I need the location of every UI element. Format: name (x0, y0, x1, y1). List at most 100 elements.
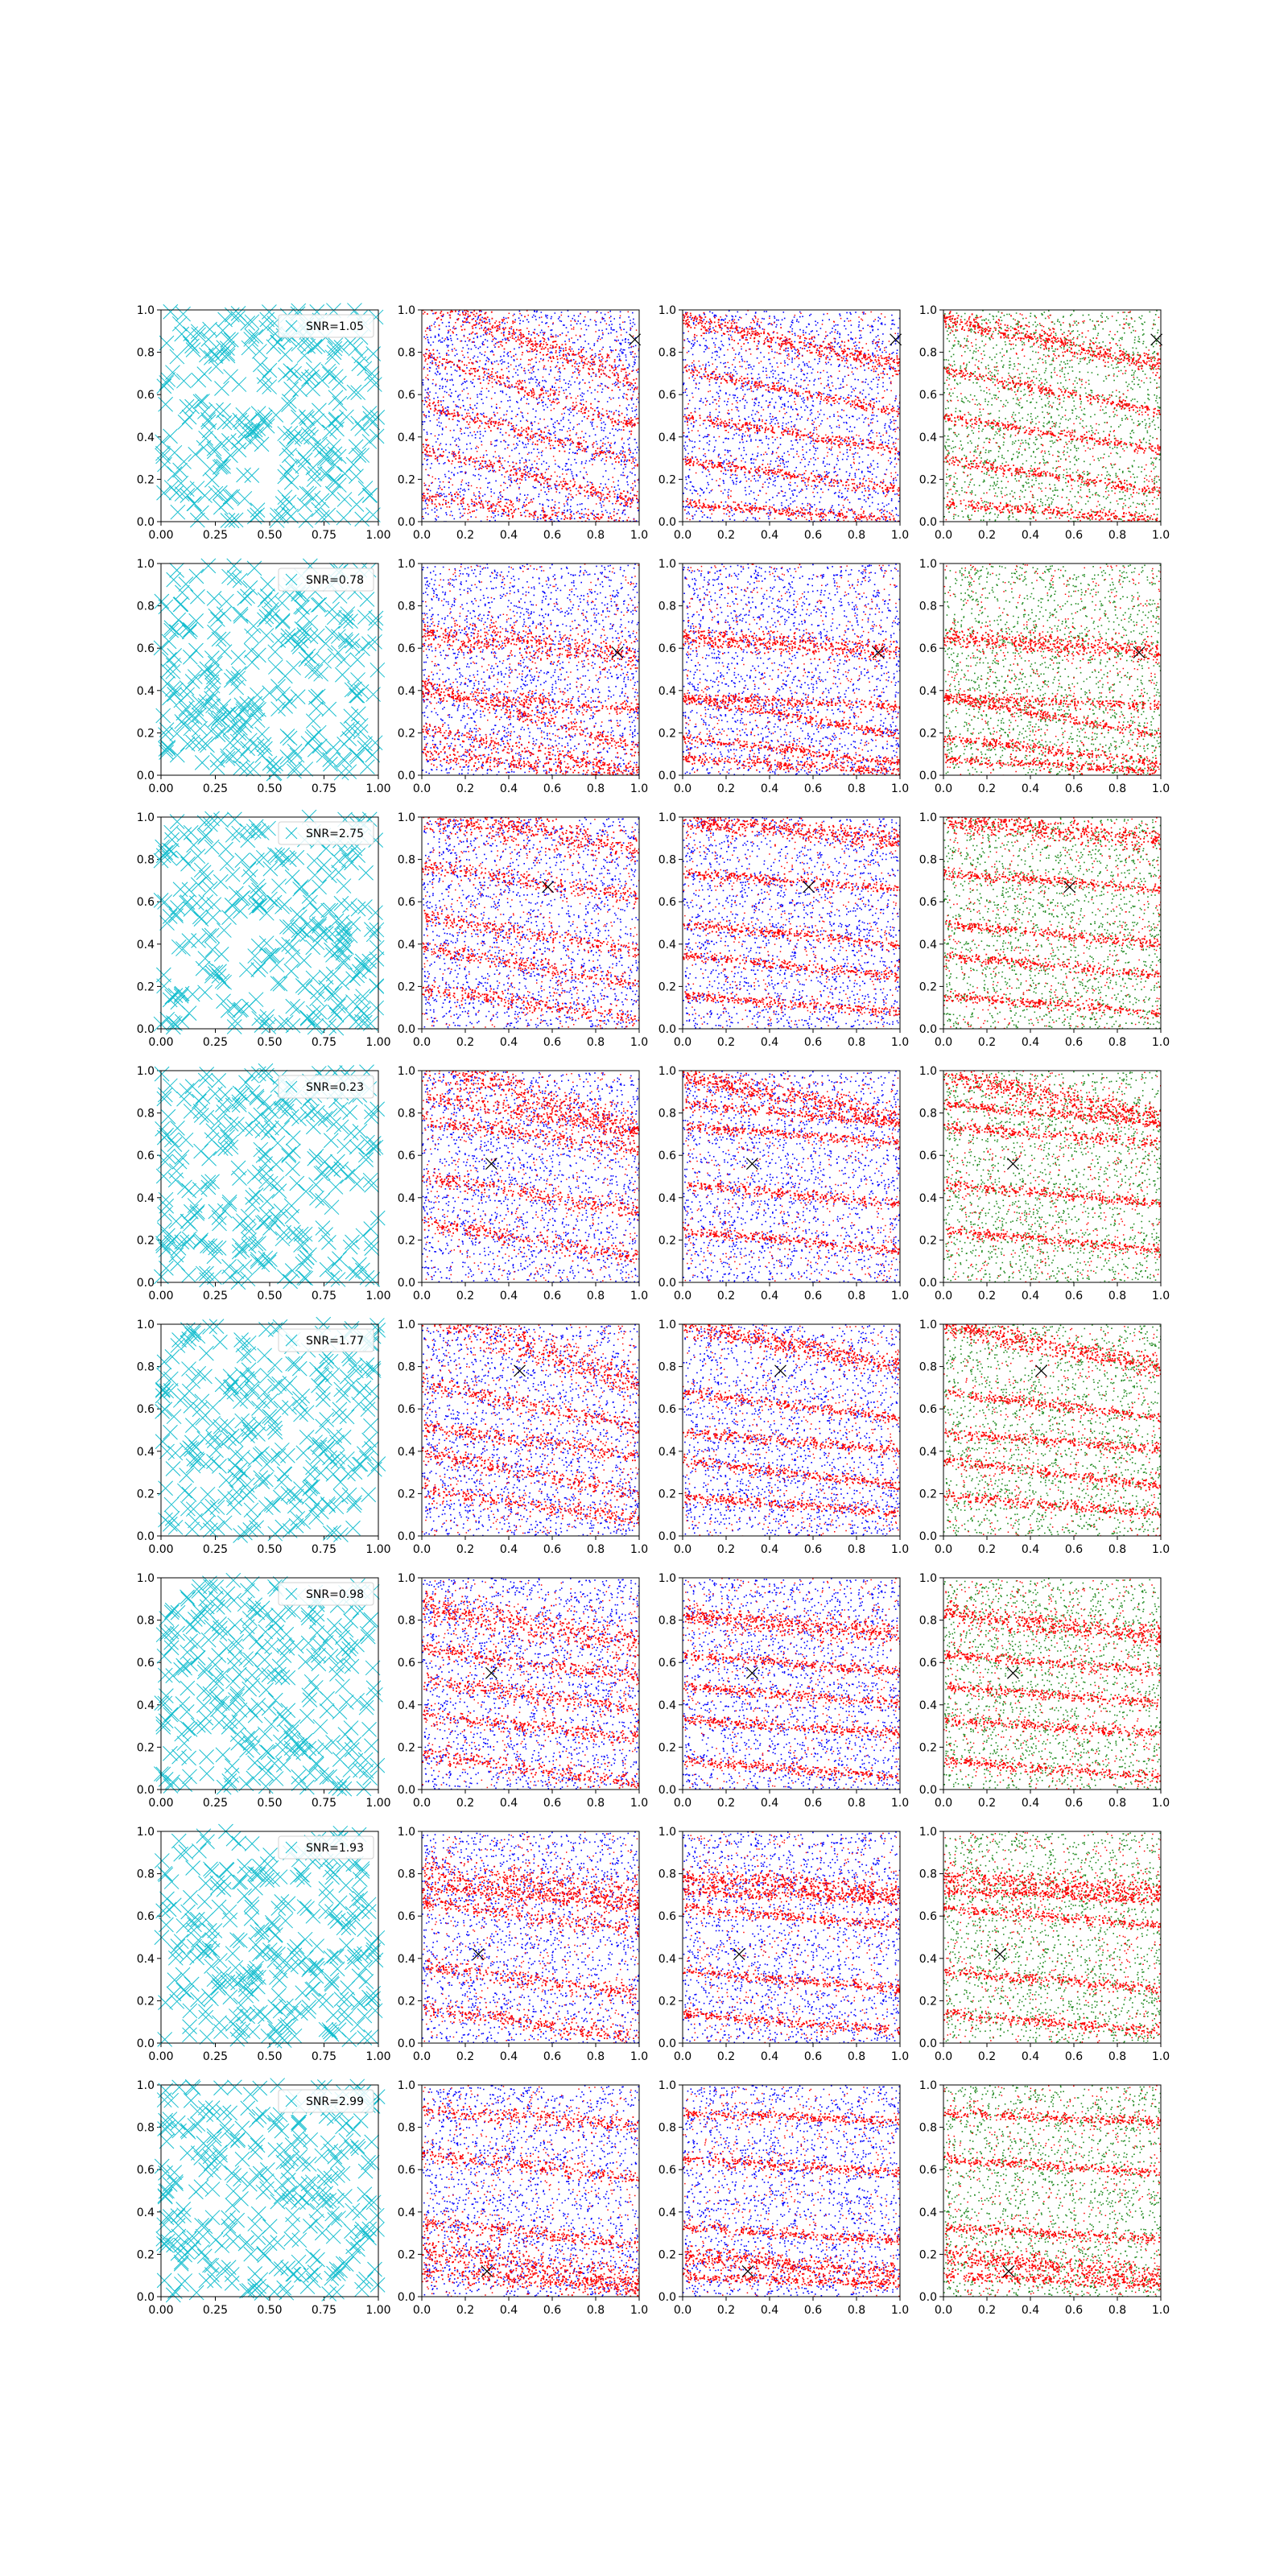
x-tick-label: 0.50 (257, 529, 282, 542)
y-tick-label: 0.4 (919, 1192, 937, 1205)
x-tick-label: 1.00 (365, 1036, 390, 1049)
x-tick-label: 0.6 (543, 2304, 561, 2317)
x-tick-label: 0.2 (717, 2304, 735, 2317)
x-tick-label: 0.25 (203, 1797, 228, 1810)
y-tick-label: 0.2 (398, 727, 415, 740)
x-tick-label: 1.00 (365, 782, 390, 795)
x-tick-label: 0.0 (674, 2050, 691, 2063)
y-tick-label: 0.0 (658, 1784, 676, 1797)
y-tick-label: 0.8 (137, 601, 155, 613)
legend-label: SNR=0.23 (306, 1081, 364, 1094)
y-tick-label: 1.0 (919, 558, 937, 571)
x-tick-label: 0.2 (717, 1290, 735, 1302)
y-tick-label: 0.0 (137, 2037, 155, 2050)
y-tick-label: 0.2 (398, 1234, 415, 1247)
x-tick-label: 0.50 (257, 1797, 282, 1810)
y-tick-label: 0.4 (919, 685, 937, 698)
x-tick-label: 1.0 (891, 782, 909, 795)
y-tick-label: 0.8 (137, 1108, 155, 1121)
x-tick-label: 0.8 (848, 782, 865, 795)
legend-label: SNR=2.99 (306, 2095, 364, 2108)
x-tick-label: 0.6 (804, 782, 822, 795)
y-tick-label: 1.0 (137, 811, 155, 824)
x-tick-label: 0.6 (1065, 1290, 1083, 1302)
y-tick-label: 0.8 (398, 1361, 415, 1374)
y-tick-label: 0.6 (658, 1910, 676, 1923)
x-tick-label: 0.8 (848, 1797, 865, 1810)
y-tick-label: 0.6 (658, 896, 676, 909)
y-tick-label: 0.6 (398, 1150, 415, 1162)
y-tick-label: 0.2 (137, 980, 155, 993)
x-tick-label: 1.0 (1152, 1797, 1170, 1810)
x-tick-label: 0.6 (804, 529, 822, 542)
x-tick-label: 1.0 (891, 1290, 909, 1302)
y-tick-label: 0.6 (137, 2164, 155, 2177)
x-tick-label: 0.8 (1108, 1290, 1126, 1302)
y-tick-label: 1.0 (919, 304, 937, 317)
y-tick-label: 0.0 (137, 2291, 155, 2304)
x-tick-label: 0.4 (761, 1543, 778, 1556)
x-tick-label: 1.0 (630, 1543, 648, 1556)
y-tick-label: 0.8 (919, 1615, 937, 1628)
x-tick-label: 0.4 (500, 782, 518, 795)
y-tick-label: 0.4 (658, 431, 676, 444)
y-tick-label: 0.6 (137, 389, 155, 402)
x-tick-label: 0.25 (203, 1543, 228, 1556)
y-tick-label: 0.0 (919, 1530, 937, 1543)
x-tick-label: 0.0 (935, 2050, 952, 2063)
y-tick-label: 0.2 (919, 980, 937, 993)
y-tick-label: 0.0 (658, 1530, 676, 1543)
x-tick-label: 1.0 (1152, 1290, 1170, 1302)
legend-label: SNR=2.75 (306, 828, 364, 840)
y-tick-label: 0.0 (658, 1023, 676, 1036)
y-tick-label: 0.0 (658, 516, 676, 529)
y-tick-label: 0.8 (658, 1361, 676, 1374)
y-tick-label: 0.6 (398, 1657, 415, 1670)
y-tick-label: 0.2 (137, 473, 155, 486)
x-tick-label: 0.2 (978, 1036, 996, 1049)
y-tick-label: 0.0 (919, 1784, 937, 1797)
x-tick-label: 0.8 (587, 2304, 605, 2317)
y-tick-label: 0.4 (137, 1192, 155, 1205)
x-tick-label: 0.6 (1065, 2050, 1083, 2063)
x-tick-label: 0.8 (587, 1543, 605, 1556)
x-tick-label: 0.4 (1022, 529, 1039, 542)
x-tick-label: 0.4 (761, 782, 778, 795)
x-tick-label: 1.0 (630, 782, 648, 795)
y-tick-label: 0.4 (137, 939, 155, 952)
legend-label: SNR=0.78 (306, 574, 364, 587)
y-tick-label: 1.0 (919, 1826, 937, 1839)
y-tick-label: 0.2 (137, 1741, 155, 1754)
x-tick-label: 0.0 (935, 1543, 952, 1556)
y-tick-label: 0.6 (919, 1657, 937, 1670)
y-tick-label: 0.0 (919, 2291, 937, 2304)
y-tick-label: 1.0 (398, 2079, 415, 2092)
x-tick-label: 0.6 (1065, 529, 1083, 542)
y-tick-label: 0.2 (919, 1234, 937, 1247)
y-tick-label: 0.4 (398, 685, 415, 698)
x-tick-label: 0.25 (203, 2050, 228, 2063)
y-tick-label: 0.6 (398, 389, 415, 402)
x-tick-label: 0.6 (543, 1543, 561, 1556)
y-tick-label: 0.0 (137, 1530, 155, 1543)
x-tick-label: 0.4 (1022, 1543, 1039, 1556)
y-tick-label: 0.0 (398, 770, 415, 782)
y-tick-label: 1.0 (919, 1319, 937, 1331)
y-tick-label: 0.6 (137, 1403, 155, 1416)
y-tick-label: 0.2 (137, 1995, 155, 2008)
y-tick-label: 1.0 (658, 1572, 676, 1585)
y-tick-label: 1.0 (658, 1826, 676, 1839)
y-tick-label: 0.0 (137, 1784, 155, 1797)
y-tick-label: 0.6 (919, 896, 937, 909)
y-tick-label: 1.0 (658, 811, 676, 824)
y-tick-label: 0.8 (398, 1615, 415, 1628)
x-tick-label: 0.2 (717, 1543, 735, 1556)
y-tick-label: 1.0 (919, 1065, 937, 1078)
y-tick-label: 0.0 (137, 770, 155, 782)
x-tick-label: 0.00 (148, 1543, 173, 1556)
y-tick-label: 0.8 (658, 854, 676, 867)
x-tick-label: 0.0 (413, 2050, 431, 2063)
y-tick-label: 0.8 (919, 601, 937, 613)
y-tick-label: 0.8 (658, 1615, 676, 1628)
x-tick-label: 0.0 (674, 529, 691, 542)
